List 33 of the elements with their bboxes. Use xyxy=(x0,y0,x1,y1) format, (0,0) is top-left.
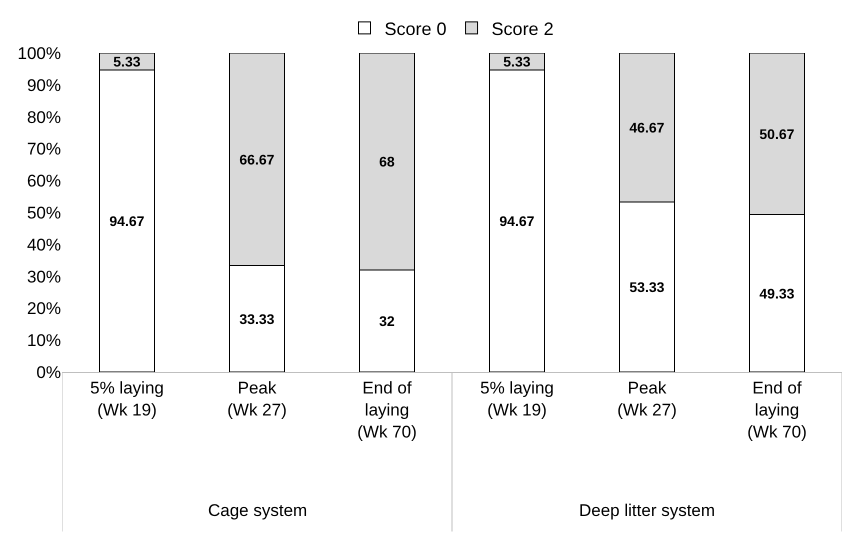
data-label: 5.33 xyxy=(113,54,141,70)
legend-label: Score 0 xyxy=(384,18,447,39)
y-tick-label: 30% xyxy=(26,267,61,286)
x-tick-label: 5% laying (Wk 19) xyxy=(90,378,164,420)
data-label: 94.67 xyxy=(499,213,535,229)
y-tick-label: 40% xyxy=(26,235,61,254)
legend-label: Score 2 xyxy=(492,18,554,39)
data-label: 94.67 xyxy=(109,213,145,229)
y-tick-label: 10% xyxy=(26,331,61,350)
data-label: 49.33 xyxy=(759,285,795,302)
y-tick-label: 60% xyxy=(26,172,61,191)
text: Deep litter system xyxy=(579,501,716,520)
data-label: 50.67 xyxy=(759,126,795,142)
y-tick-label: 20% xyxy=(26,299,61,318)
data-label: 5.33 xyxy=(503,54,531,70)
y-tick-label: 50% xyxy=(26,203,61,222)
x-tick-label: End of laying (Wk 70) xyxy=(747,378,807,442)
y-tick-label: 80% xyxy=(26,108,61,127)
x-tick-label: Peak (Wk 27) xyxy=(617,378,677,420)
data-label: 68 xyxy=(379,153,395,170)
text: Cage system xyxy=(208,501,308,520)
x-tick-label: End of laying (Wk 70) xyxy=(357,378,417,442)
x-tick-label: 5% laying (Wk 19) xyxy=(480,378,554,420)
y-tick-label: 0% xyxy=(36,362,61,382)
y-tick-label: 90% xyxy=(26,76,61,95)
data-label: 32 xyxy=(379,312,395,329)
y-tick-label: 100% xyxy=(18,44,61,63)
y-tick-label: 70% xyxy=(26,140,61,159)
data-label: 46.67 xyxy=(629,119,665,136)
x-tick-label: Peak (Wk 27) xyxy=(227,378,287,420)
data-label: 53.33 xyxy=(629,278,665,295)
data-label: 33.33 xyxy=(239,310,275,327)
data-label: 66.67 xyxy=(239,151,275,168)
